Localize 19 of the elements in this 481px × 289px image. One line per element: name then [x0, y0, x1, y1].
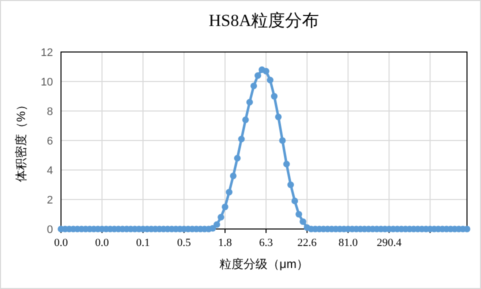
y-tick-label: 6 [46, 136, 53, 148]
y-tick-label: 2 [46, 194, 53, 206]
y-tick-label: 0 [46, 224, 53, 236]
y-tick-label: 10 [40, 76, 53, 88]
x-tick-label: 0.0 [54, 237, 68, 249]
y-axis-title: 体积密度（%） [14, 99, 28, 182]
x-tick-label: 0.1 [136, 237, 150, 249]
x-tick-label: 1.8 [218, 237, 232, 249]
x-tick-label: 81.0 [338, 237, 358, 249]
chart-title: HS8A粒度分布 [208, 11, 320, 30]
y-tick-label: 8 [46, 106, 53, 118]
x-tick-label: 0.0 [95, 237, 110, 249]
x-axis-title: 粒度分级（μm） [220, 257, 308, 271]
x-tick-label: 290.4 [376, 237, 402, 249]
x-tick-label: 6.3 [259, 237, 274, 249]
x-tick-label: 0.5 [177, 237, 192, 249]
y-tick-label: 12 [40, 47, 53, 59]
y-tick-label: 4 [46, 165, 53, 177]
x-tick-label: 22.6 [297, 237, 318, 249]
